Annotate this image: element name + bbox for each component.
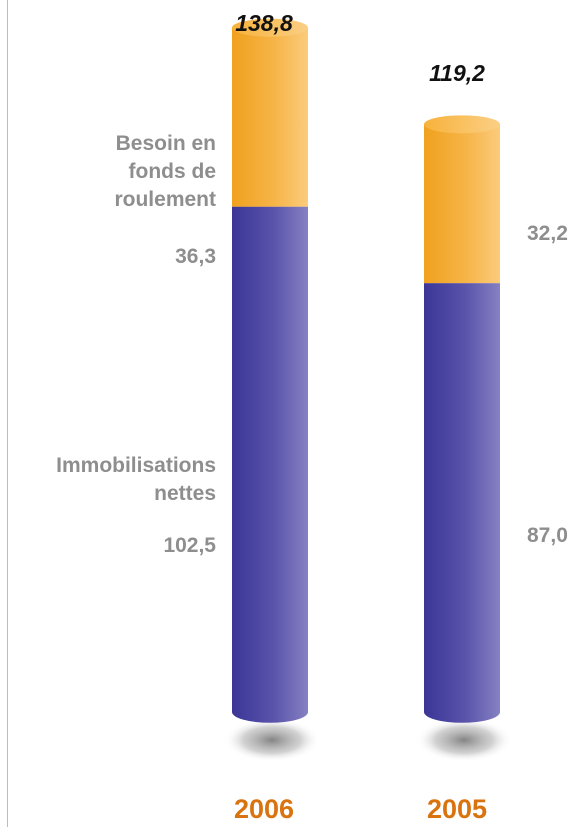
immobilisations-value-2005: 87,0 xyxy=(527,524,568,547)
bar-top-cap-2005 xyxy=(424,115,500,134)
bfr-label-line-1: Besoin en xyxy=(115,132,216,155)
total-label-2006: 138,8 xyxy=(235,10,293,36)
category-label-2005: 2005 xyxy=(426,794,488,824)
bar-top-cap-2006 xyxy=(232,18,308,37)
immobilisations-label-line-1: Immobilisations xyxy=(56,454,216,477)
immobilisations-value-2006: 102,5 xyxy=(163,534,216,557)
shadow-2005 xyxy=(416,718,512,762)
immobilisations-label-2006: Immobilisations nettes xyxy=(56,452,216,508)
bfr-value-2005: 32,2 xyxy=(527,222,568,245)
bfr-value-2006: 36,3 xyxy=(175,245,216,268)
bar-immobilisations-2005 xyxy=(424,283,500,723)
total-label-2005: 119,2 xyxy=(429,60,485,86)
category-label-2006: 2006 xyxy=(233,794,295,824)
immobilisations-label-line-2: nettes xyxy=(154,482,216,505)
bar-immobilisations-2006 xyxy=(232,206,308,723)
shadow-2006 xyxy=(224,718,320,762)
bar-bfr-2006 xyxy=(232,27,308,207)
bfr-label-line-2: fonds de xyxy=(128,160,217,183)
bfr-label-line-3: roulement xyxy=(114,188,216,211)
left-rule xyxy=(7,0,8,827)
bar-bfr-2005 xyxy=(424,124,500,284)
bfr-label-2006: Besoin en fonds de roulement xyxy=(114,130,216,214)
